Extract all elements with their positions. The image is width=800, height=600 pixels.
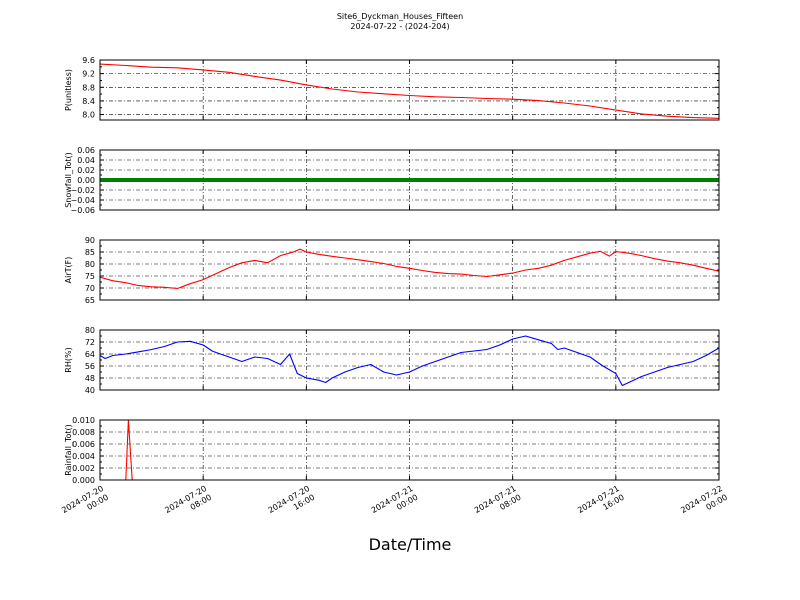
y-tick-label: 0.002 [72,464,95,473]
y-tick-label: 0.004 [72,452,95,461]
panel-pressure: 9.6 9.2 8.8 8.4 8.0 P(unitless) [64,56,720,121]
panel-frame [99,419,720,481]
x-tick-label: 2024-07-2016:00 [267,484,317,524]
y-tick-label: −0.06 [70,206,95,215]
y-tick-label: 80 [85,260,95,269]
y-tick-label: 0.006 [72,440,95,449]
panel-frame [99,59,720,121]
y-tick-label: 0.010 [72,416,95,425]
x-tick-label: 2024-07-2008:00 [163,484,213,524]
panel-airtemp: 90 85 80 75 70 65 AirT(F) [64,236,720,305]
chart-title-line2: 2024-07-22 - (2024-204) [350,22,449,31]
x-tick-label: 2024-07-2108:00 [473,484,523,524]
y-tick-label: 0.02 [77,166,95,175]
x-axis-label: Date/Time [369,535,452,554]
x-tick-label: 2024-07-2100:00 [370,484,420,524]
x-tick-label: 2024-07-2116:00 [576,484,626,524]
y-tick-label: 85 [85,248,95,257]
x-tick-label: 2024-07-2200:00 [679,484,729,524]
y-axis-label-rainfall: Rainfall_Tot() [64,424,73,476]
y-tick-label: 56 [85,362,95,371]
chart-title-line1: Site6_Dyckman_Houses_Fifteen [337,12,463,21]
y-axis-label-airtemp: AirT(F) [64,257,73,284]
y-tick-label: 65 [85,296,95,305]
panel-frame [99,239,720,301]
y-axis-label-pressure: P(unitless) [64,69,73,111]
series-line-rh [100,335,719,387]
y-axis-label-rh: RH(%) [64,347,73,372]
panel-rh: 80 72 64 56 48 40 RH(%) [64,326,720,395]
panels: 9.69.28.88.48.0P(unitless)0.060.040.020.… [64,56,720,485]
series-line-pressure [100,63,719,119]
y-tick-label: 0.00 [77,176,95,185]
y-tick-label: −0.02 [70,186,95,195]
y-tick-label: 90 [85,236,95,245]
y-tick-label: −0.04 [70,196,95,205]
y-tick-label: 9.6 [82,56,95,65]
panel-frame [99,149,720,211]
y-tick-label: 0.000 [72,476,95,485]
y-tick-label: 8.4 [82,97,95,106]
series-line-airtemp [100,248,719,290]
y-tick-label: 64 [85,350,95,359]
y-tick-label: 0.06 [77,146,95,155]
y-tick-label: 0.04 [77,156,95,165]
y-tick-label: 9.2 [82,70,95,79]
y-axis-label-snowfall: Snowfall_Tot() [64,152,73,208]
panel-frame [99,329,720,391]
y-tick-label: 75 [85,272,95,281]
y-tick-label: 0.008 [72,428,95,437]
y-tick-label: 80 [85,326,95,335]
y-tick-label: 70 [85,284,95,293]
x-tick-label: 2024-07-2000:00 [60,484,110,524]
y-tick-label: 8.0 [82,111,95,120]
y-tick-label: 40 [85,386,95,395]
y-tick-label: 48 [85,374,95,383]
panel-rainfall: 0.010 0.008 0.006 0.004 0.002 0.000Rainfall_T… [64,416,720,485]
y-tick-label: 8.8 [82,83,95,92]
x-axis: 2024-07-2000:00 2024-07-2008:00 2024-07-20… [60,484,729,524]
y-tick-label: 72 [85,338,95,347]
panel-snowfall: 0.060.040.020.00−0.02−0.04−0.06Snowfall_… [64,146,720,215]
